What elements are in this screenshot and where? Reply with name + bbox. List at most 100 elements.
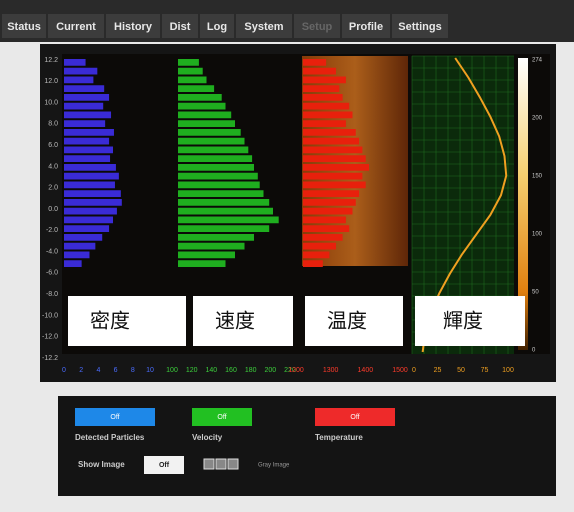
x-tick-label: 6 — [114, 367, 118, 374]
y-axis-label: -10.0 — [42, 312, 58, 319]
bar — [303, 129, 356, 136]
bar — [303, 172, 363, 180]
toggle-button-label[interactable]: Off — [110, 414, 119, 421]
bar — [178, 242, 245, 250]
tab[interactable] — [106, 14, 160, 38]
bar — [178, 190, 264, 197]
y-axis-label: 12.2 — [44, 57, 58, 64]
tab[interactable] — [162, 14, 198, 38]
y-axis-label: 2.0 — [48, 185, 58, 192]
x-tick-label: 1300 — [323, 367, 339, 374]
bar — [303, 120, 346, 127]
y-axis-label: -2.0 — [46, 227, 58, 234]
tab[interactable] — [342, 14, 390, 38]
tab-label[interactable]: Settings — [398, 21, 441, 33]
colorbar-label: 274 — [532, 58, 543, 64]
y-axis-label: -4.0 — [46, 248, 58, 255]
bar — [64, 137, 110, 145]
tab-label[interactable]: System — [244, 21, 283, 33]
show-image-button-label[interactable]: Off — [159, 462, 170, 469]
image-mode-icon[interactable] — [227, 458, 239, 470]
x-tick-label: 100 — [166, 367, 178, 374]
bar — [64, 67, 98, 75]
toggle-button[interactable] — [192, 408, 252, 426]
bar — [64, 85, 105, 92]
panel-label: 温度 — [327, 309, 367, 332]
bar — [64, 172, 119, 180]
x-tick-label: 2 — [79, 367, 83, 374]
y-axis-label: 4.0 — [48, 163, 58, 170]
bar — [64, 102, 104, 110]
bar — [64, 199, 122, 206]
colorbar-label: 100 — [532, 232, 543, 238]
bar — [178, 146, 249, 154]
x-tick-label: 0 — [62, 367, 66, 374]
bar — [178, 120, 235, 127]
bar — [64, 216, 113, 224]
toggle-button[interactable] — [75, 408, 155, 426]
bar — [303, 260, 323, 267]
image-mode-icon[interactable] — [215, 458, 227, 470]
colorbar-label: 50 — [532, 290, 539, 296]
x-tick-label: 75 — [481, 367, 489, 374]
bar — [178, 85, 215, 92]
toggle-label: Temperature — [315, 433, 363, 442]
bar — [303, 94, 343, 101]
tab-label[interactable]: Profile — [349, 21, 383, 33]
panel-label: 密度 — [90, 309, 130, 332]
tab-label[interactable]: Current — [56, 21, 96, 33]
tab-label[interactable]: Dist — [170, 21, 191, 33]
y-axis-label: -8.0 — [46, 291, 58, 298]
bar — [64, 94, 110, 101]
colorbar-label: 0 — [532, 348, 536, 354]
toggle-button[interactable] — [315, 408, 395, 426]
y-axis-label: 0.0 — [48, 206, 58, 213]
panel-label-box — [305, 296, 403, 346]
panel-label-box — [193, 296, 293, 346]
bar — [178, 181, 260, 189]
show-image-button[interactable] — [144, 456, 184, 474]
bar — [178, 94, 222, 101]
tab[interactable] — [48, 14, 104, 38]
bar — [64, 59, 86, 66]
y-axis-label: 10.0 — [44, 99, 58, 106]
tab-label[interactable]: Status — [7, 21, 41, 33]
toggle-button-label[interactable]: Off — [350, 414, 359, 421]
bar — [64, 164, 116, 171]
tab-label[interactable]: Setup — [302, 21, 333, 33]
x-tick-label: 120 — [186, 367, 198, 374]
tab[interactable] — [236, 14, 292, 38]
bar — [303, 155, 366, 162]
bar — [303, 242, 336, 250]
tab-label[interactable]: Log — [207, 21, 227, 33]
x-tick-label: 25 — [434, 367, 442, 374]
bar — [64, 146, 113, 154]
tab[interactable] — [392, 14, 448, 38]
bar — [303, 234, 343, 241]
bar — [178, 260, 226, 267]
bar — [303, 225, 350, 232]
tab[interactable] — [294, 14, 340, 38]
bar — [64, 111, 112, 119]
show-image-label: Show Image — [78, 460, 125, 469]
panel-label: 速度 — [215, 309, 255, 332]
image-mode-label: Gray Image — [258, 463, 290, 469]
colorbar-label: 150 — [532, 174, 543, 180]
image-mode-icon[interactable] — [203, 458, 215, 470]
bar — [303, 251, 330, 259]
toggle-button-label[interactable]: Off — [217, 414, 226, 421]
y-axis-label: 6.0 — [48, 142, 58, 149]
bar — [178, 76, 207, 84]
bar — [178, 129, 241, 136]
bar — [64, 251, 90, 259]
tab[interactable] — [2, 14, 46, 38]
bar — [178, 67, 203, 75]
toggle-label: Detected Particles — [75, 433, 145, 442]
x-tick-label: 50 — [457, 367, 465, 374]
bar — [178, 137, 245, 145]
tab[interactable] — [200, 14, 234, 38]
bar — [64, 190, 121, 197]
x-tick-label: 100 — [502, 367, 514, 374]
tab-label[interactable]: History — [114, 21, 153, 33]
bar — [178, 59, 199, 66]
